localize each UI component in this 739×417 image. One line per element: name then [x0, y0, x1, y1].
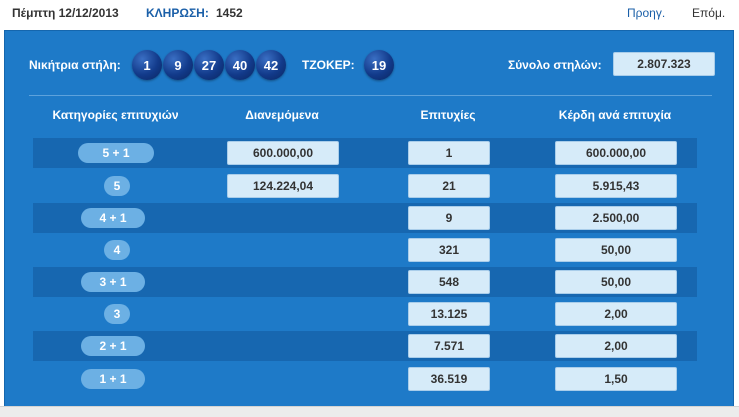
- table-row: 4 + 1 9 2.500,00: [33, 203, 697, 233]
- winners-cell: 1: [408, 141, 490, 165]
- table-row: 1 + 1 36.519 1,50: [33, 364, 697, 394]
- prize-cell: 5.915,43: [555, 174, 677, 198]
- draw-number: 1452: [216, 6, 243, 20]
- category-pill: 1 + 1: [81, 369, 145, 389]
- column-header-categories: Κατηγορίες επιτυχιών: [52, 108, 179, 122]
- category-pill: 3: [104, 304, 130, 324]
- table-row: 3 13.125 2,00: [33, 299, 697, 329]
- category-pill: 3 + 1: [81, 272, 145, 292]
- draw-date: Πέμπτη 12/12/2013: [12, 6, 119, 20]
- column-header-distributed: Διανεμόμενα: [245, 108, 319, 122]
- winning-number-ball: 27: [194, 50, 224, 80]
- category-pill: 4: [104, 240, 130, 260]
- winning-number-ball: 1: [132, 50, 162, 80]
- prize-cell: 50,00: [555, 238, 677, 262]
- winners-cell: 548: [408, 270, 490, 294]
- bottom-divider: [0, 406, 739, 417]
- category-pill: 5 + 1: [78, 143, 154, 163]
- column-header-prize: Κέρδη ανά επιτυχία: [558, 108, 672, 122]
- distributed-cell: 600.000,00: [227, 141, 339, 165]
- prize-cell: 1,50: [555, 367, 677, 391]
- prize-cell: 600.000,00: [555, 141, 677, 165]
- next-draw-link[interactable]: Επόμ.: [692, 6, 726, 20]
- winners-cell: 321: [408, 238, 490, 262]
- prize-cell: 50,00: [555, 270, 677, 294]
- table-row: 5 124.224,04 21 5.915,43: [33, 171, 697, 201]
- category-pill: 4 + 1: [81, 208, 145, 228]
- table-row: 5 + 1 600.000,00 1 600.000,00: [33, 138, 697, 168]
- table-row: 3 + 1 548 50,00: [33, 267, 697, 297]
- column-header-winners: Επιτυχίες: [420, 108, 476, 122]
- draw-label: ΚΛΗΡΩΣΗ:: [146, 6, 209, 20]
- table-row: 2 + 1 7.571 2,00: [33, 331, 697, 361]
- table-row: 4 321 50,00: [33, 235, 697, 265]
- prize-cell: 2,00: [555, 302, 677, 326]
- joker-number-ball: 19: [364, 50, 394, 80]
- top-bar: Πέμπτη 12/12/2013 ΚΛΗΡΩΣΗ: 1452 Προηγ. Ε…: [0, 0, 739, 28]
- winners-cell: 36.519: [408, 367, 490, 391]
- winners-cell: 9: [408, 206, 490, 230]
- winning-number-ball: 9: [163, 50, 193, 80]
- results-panel: Νικήτρια στήλη: 1 9 27 40 42 ΤΖΟΚΕΡ: 19 …: [4, 30, 734, 407]
- winning-column-label: Νικήτρια στήλη:: [29, 58, 121, 72]
- winners-cell: 21: [408, 174, 490, 198]
- header-divider: [29, 95, 712, 96]
- category-pill: 5: [104, 176, 130, 196]
- total-columns-label: Σύνολο στηλών:: [508, 58, 602, 72]
- prize-cell: 2,00: [555, 334, 677, 358]
- total-columns-value: 2.807.323: [613, 52, 715, 76]
- winning-number-ball: 42: [256, 50, 286, 80]
- category-pill: 2 + 1: [81, 336, 145, 356]
- winning-number-ball: 40: [225, 50, 255, 80]
- winners-cell: 13.125: [408, 302, 490, 326]
- winners-cell: 7.571: [408, 334, 490, 358]
- prize-cell: 2.500,00: [555, 206, 677, 230]
- joker-label: ΤΖΟΚΕΡ:: [302, 58, 355, 72]
- previous-draw-link[interactable]: Προηγ.: [627, 6, 666, 20]
- distributed-cell: 124.224,04: [227, 174, 339, 198]
